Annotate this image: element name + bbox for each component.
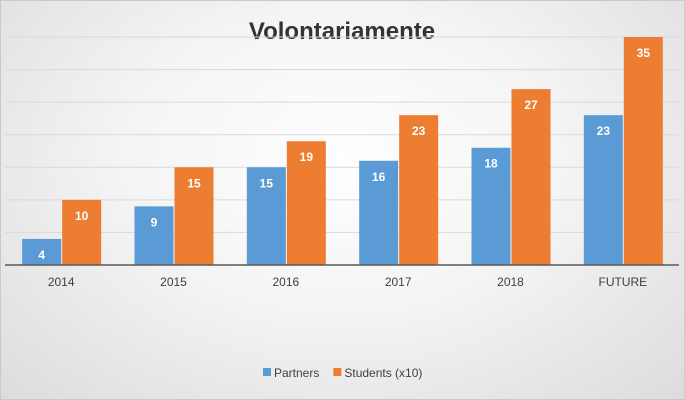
legend-swatch (263, 368, 271, 376)
data-label: 23 (412, 124, 426, 138)
data-label: 15 (187, 176, 201, 190)
bar-partners-2015 (134, 206, 174, 265)
bar-students-2017 (399, 115, 439, 266)
gridlines (5, 36, 679, 233)
data-label: 9 (151, 215, 158, 229)
bar-partners-2016 (246, 167, 286, 265)
data-label: 15 (260, 176, 274, 190)
bar-students-2014 (62, 199, 102, 265)
x-tick-label: 2018 (497, 275, 524, 289)
bar-partners-2014 (22, 238, 62, 265)
bar-students-2018 (511, 89, 551, 265)
data-label: 19 (300, 150, 314, 164)
data-label: 23 (597, 124, 611, 138)
x-tick-label: 2017 (385, 275, 412, 289)
bars (22, 37, 663, 266)
bar-partners-2018 (471, 147, 511, 265)
legend: Partners Students (x10) (263, 366, 422, 380)
x-tick-label: FUTURE (598, 275, 647, 289)
x-tick-label: 2016 (272, 275, 299, 289)
data-labels: 4 10 9 15 15 19 16 23 18 27 23 35 (38, 46, 650, 262)
data-label: 27 (524, 98, 538, 112)
legend-swatch (333, 368, 342, 376)
legend-label: Students (x10) (344, 366, 422, 380)
data-label: 18 (484, 157, 498, 171)
bar-partners-2017 (359, 160, 399, 265)
x-tick-label: 2014 (48, 275, 75, 289)
data-label: 10 (75, 209, 89, 223)
bar-partners-future (583, 115, 623, 266)
bar-students-2015 (174, 167, 214, 265)
data-label: 4 (38, 248, 45, 262)
legend-label: Partners (274, 366, 319, 380)
chart-title: Volontariamente (249, 18, 435, 45)
data-label: 16 (372, 170, 386, 184)
x-tick-label: 2015 (160, 275, 187, 289)
bar-students-future (623, 37, 663, 265)
x-tick-labels: 2014 2015 2016 2017 2018 FUTURE (48, 275, 647, 289)
bar-students-2016 (286, 141, 326, 265)
data-label: 35 (637, 46, 651, 60)
